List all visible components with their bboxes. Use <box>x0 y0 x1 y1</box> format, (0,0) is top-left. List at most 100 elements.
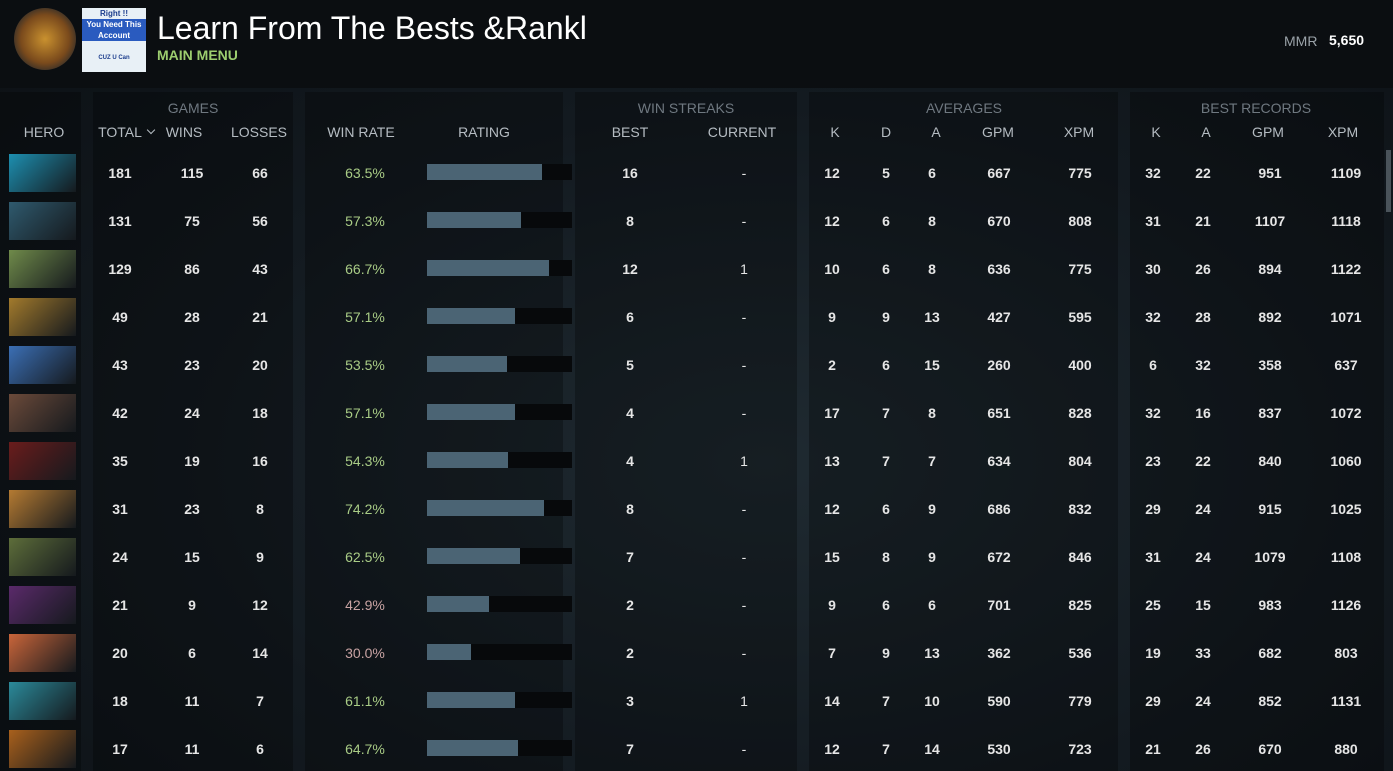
badge-text: CUZ U Can <box>98 55 130 61</box>
cell: 651 <box>987 405 1011 421</box>
title: Learn From The Bests &Rankl <box>157 10 587 46</box>
column-header: TOTAL <box>98 124 142 140</box>
cell: 26 <box>1195 261 1211 277</box>
cell: 6 <box>626 309 634 325</box>
cell: 8 <box>928 405 936 421</box>
win-rate: 57.3% <box>345 213 385 229</box>
cell: 25 <box>1145 597 1161 613</box>
column-header: GPM <box>1252 124 1284 140</box>
cell: 672 <box>987 549 1011 565</box>
cell: 8 <box>256 501 264 517</box>
cell: 28 <box>1195 309 1211 325</box>
cell: 7 <box>882 405 890 421</box>
cell: 75 <box>184 213 200 229</box>
cell: - <box>741 597 747 613</box>
cell: 892 <box>1258 309 1282 325</box>
cell: - <box>741 309 747 325</box>
cell: 1122 <box>1330 261 1362 277</box>
rating-bar <box>427 548 520 564</box>
cell: 66 <box>252 165 268 181</box>
column-header: BEST <box>611 124 649 140</box>
cell: 852 <box>1258 693 1282 709</box>
cell: 49 <box>112 309 128 325</box>
badge-text: Right !! <box>100 9 128 18</box>
column-header: HERO <box>23 124 65 140</box>
cell: 828 <box>1068 405 1092 421</box>
hero-icon <box>9 394 76 432</box>
column-header: CURRENT <box>707 124 777 140</box>
cell: 21 <box>1195 213 1211 229</box>
win-rate: 66.7% <box>345 261 385 277</box>
cell: 6 <box>882 597 890 613</box>
rating-bar <box>427 452 509 468</box>
cell: 590 <box>987 693 1011 709</box>
cell: 6 <box>1149 357 1157 373</box>
cell: 260 <box>987 357 1011 373</box>
cell: 18 <box>112 693 128 709</box>
cell: 24 <box>112 549 128 565</box>
cell: 181 <box>108 165 132 181</box>
hero-icon <box>9 202 76 240</box>
games-panel <box>93 92 293 771</box>
cell: 9 <box>828 597 836 613</box>
cell: 1071 <box>1330 309 1362 325</box>
cell: 16 <box>252 453 268 469</box>
cell: - <box>741 213 747 229</box>
mmr-value: 5,650 <box>1329 32 1365 48</box>
cell: 32 <box>1145 405 1161 421</box>
cell: 8 <box>928 213 936 229</box>
rating-bar <box>427 404 516 420</box>
cell: 804 <box>1068 453 1092 469</box>
cell: 14 <box>824 693 840 709</box>
cell: 7 <box>882 693 890 709</box>
rating-bar <box>427 212 522 228</box>
cell: 667 <box>987 165 1011 181</box>
cell: 701 <box>987 597 1011 613</box>
cell: - <box>741 405 747 421</box>
best-panel <box>1130 92 1384 771</box>
group-header: GAMES <box>167 100 219 116</box>
cell: 43 <box>112 357 128 373</box>
column-header: K <box>1151 124 1161 140</box>
win-rate: 62.5% <box>345 549 385 565</box>
win-rate: 42.9% <box>345 597 385 613</box>
rating-bar <box>427 644 471 660</box>
cell: 362 <box>987 645 1011 661</box>
scrollbar[interactable] <box>1386 150 1391 212</box>
cell: 14 <box>252 645 268 661</box>
column-header: RATING <box>458 124 510 140</box>
cell: 13 <box>924 309 940 325</box>
column-header: K <box>830 124 840 140</box>
cell: 536 <box>1068 645 1092 661</box>
group-header: BEST RECORDS <box>1200 100 1312 116</box>
cell: - <box>741 501 747 517</box>
cell: 1109 <box>1330 165 1362 181</box>
rating-bar <box>427 596 490 612</box>
column-header: XPM <box>1063 124 1095 140</box>
cell: 8 <box>626 213 634 229</box>
cell: 22 <box>1195 165 1211 181</box>
cell: 1107 <box>1254 213 1286 229</box>
cell: 5 <box>626 357 634 373</box>
subtitle[interactable]: MAIN MENU <box>157 47 238 63</box>
badge-text: Account <box>82 30 146 41</box>
cell: 31 <box>1145 549 1161 565</box>
cell: 837 <box>1258 405 1282 421</box>
cell: 915 <box>1258 501 1282 517</box>
cell: 42 <box>112 405 128 421</box>
cell: 13 <box>924 645 940 661</box>
badge: Right !! You Need This Account CUZ U Can <box>82 8 146 72</box>
cell: 86 <box>184 261 200 277</box>
cell: 24 <box>1195 693 1211 709</box>
cell: 10 <box>924 693 940 709</box>
cell: 6 <box>188 645 196 661</box>
cell: 8 <box>626 501 634 517</box>
cell: 7 <box>882 453 890 469</box>
cell: - <box>741 549 747 565</box>
rating-bar <box>427 500 545 516</box>
hero-icon <box>9 538 76 576</box>
cell: 880 <box>1334 741 1358 757</box>
cell: 129 <box>108 261 132 277</box>
cell: 35 <box>112 453 128 469</box>
